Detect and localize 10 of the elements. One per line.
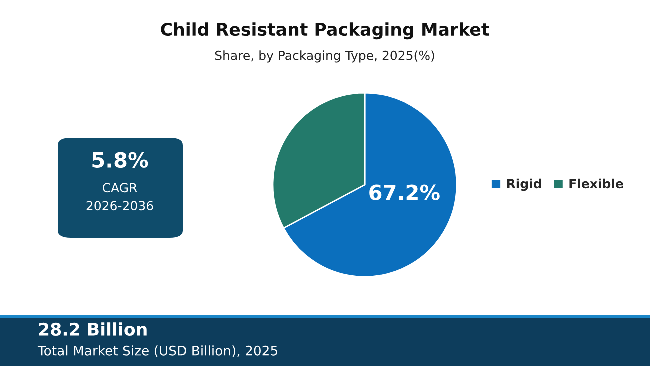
text: 2026-2036 <box>86 201 154 211</box>
chart-subtitle: Share, by Packaging Type, 2025(%) <box>215 50 434 63</box>
legend-label: Flexible <box>570 178 624 189</box>
legend-label: Rigid <box>507 178 542 192</box>
chart-title: Child Resistant Packaging Market <box>161 22 490 40</box>
data-label: 67.2% <box>370 184 440 201</box>
text: 5.8% <box>92 152 148 168</box>
text: CAGR <box>102 183 138 193</box>
text: Total Market Size (USD Billion), 2025 <box>38 346 278 358</box>
text: 28.2 Billion <box>39 322 147 336</box>
